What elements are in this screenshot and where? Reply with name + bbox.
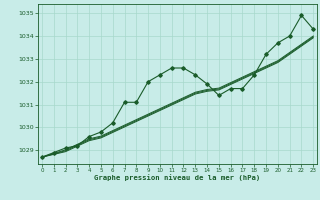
X-axis label: Graphe pression niveau de la mer (hPa): Graphe pression niveau de la mer (hPa)	[94, 175, 261, 181]
